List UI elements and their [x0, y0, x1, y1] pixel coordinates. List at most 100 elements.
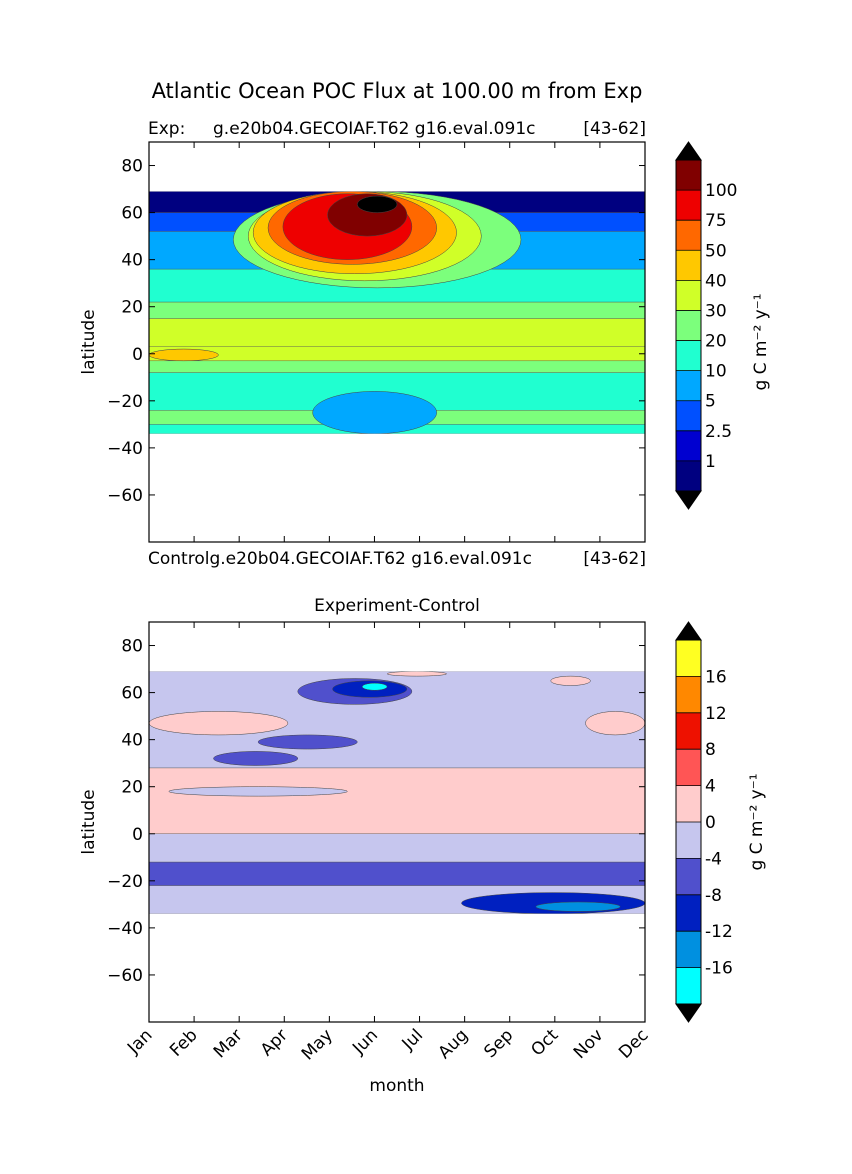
bottom-xtick-label: Aug	[435, 1025, 473, 1063]
top-colorbar-segment	[676, 460, 701, 491]
bottom-ytick-label: 0	[132, 825, 143, 845]
bottom-band-2	[148, 833, 646, 863]
bottom-ytick-label: −20	[107, 872, 143, 892]
bottom-colorbar-segment	[676, 749, 701, 786]
top-feature-equatorial-high	[148, 348, 219, 362]
top-title-center: g.e20b04.GECOIAF.T62 g16.eval.091c	[213, 119, 535, 139]
bottom-ytick-label: 60	[121, 684, 143, 704]
top-band-3	[148, 360, 646, 373]
bottom-ytick-label: 40	[121, 731, 143, 751]
top-colorbar-segment	[676, 190, 701, 221]
bottom-mask-south	[149, 913, 645, 1022]
bottom-colorbar-extend-max	[675, 621, 702, 641]
top-mask-north	[149, 142, 645, 192]
bottom-colorbar-segment	[676, 822, 701, 859]
bottom-colorbar-level-label: 16	[705, 667, 727, 687]
bottom-colorbar: -16 -12 -8 -4 0 4 8 12 16	[675, 621, 733, 1023]
bottom-colorbar-level-label: 8	[705, 740, 716, 760]
bottom-xtick-label: Jan	[123, 1025, 156, 1058]
top-colorbar-segment	[676, 370, 701, 401]
bottom-colorbar-level-label: 4	[705, 777, 716, 797]
top-ytick-label: 0	[132, 345, 143, 365]
top-band-6	[148, 301, 646, 319]
bottom-feature-northeast-pos	[550, 675, 591, 686]
bottom-xtick-label: Jun	[348, 1025, 382, 1059]
top-colorbar-level-label: 50	[705, 241, 727, 261]
top-ytick-label: −60	[107, 486, 143, 506]
top-colorbar-level-label: 40	[705, 271, 727, 291]
bottom-mask-north	[149, 622, 645, 672]
top-colorbar-level-label: 1	[705, 452, 716, 472]
top-mask-south	[149, 433, 645, 542]
bottom-plot-frame	[148, 621, 646, 1023]
top-colorbar-level-label: 10	[705, 362, 727, 382]
bottom-colorbar-segment	[676, 931, 701, 968]
bottom-y-axis-label: latitude	[79, 789, 99, 854]
bottom-feature-polar-pos	[386, 671, 447, 677]
top-colorbar-level-label: 20	[705, 332, 727, 352]
top-colorbar-level-label: 100	[705, 181, 737, 201]
top-colorbar-extend-max	[675, 141, 702, 161]
bottom-feature-mid-neg-1	[213, 751, 299, 766]
bottom-feature-south-deep	[535, 901, 621, 912]
top-colorbar-segment	[676, 250, 701, 281]
bottom-control-label: Controlg.e20b04.GECOIAF.T62 g16.eval.091…	[148, 549, 532, 569]
top-colorbar-level-label: 30	[705, 301, 727, 321]
top-plot-frame	[148, 141, 646, 543]
bottom-colorbar-segment	[676, 676, 701, 713]
bottom-colorbar-level-label: -16	[705, 959, 733, 979]
bottom-colorbar-level-label: -4	[705, 849, 722, 869]
bottom-plot-area: 80 60 40 20 0 −20 −40 −60 Jan Feb Mar Apr May Jun Jul A…	[107, 621, 653, 1064]
bottom-colorbar-segment	[676, 785, 701, 822]
top-colorbar-frame	[675, 159, 702, 492]
top-ytick-label: 80	[121, 157, 143, 177]
bottom-colorbar-label: g C m⁻² y⁻¹	[747, 773, 767, 870]
bottom-feature-mid-neg-2	[257, 734, 358, 750]
top-panel: Exp: g.e20b04.GECOIAF.T62 g16.eval.091c …	[79, 119, 771, 543]
top-feature-southern-low	[312, 391, 437, 435]
top-title-left: Exp:	[148, 119, 185, 139]
bottom-colorbar-segment	[676, 967, 701, 1004]
top-feature-bloom-core	[357, 195, 398, 213]
bottom-ytick-label: −40	[107, 919, 143, 939]
bottom-colorbar-extend-min	[675, 1003, 702, 1023]
bottom-ytick-label: 20	[121, 778, 143, 798]
bottom-colorbar-level-label: 12	[705, 704, 727, 724]
bottom-xtick-label: Sep	[480, 1025, 517, 1062]
bottom-x-axis-label: month	[369, 1076, 424, 1096]
top-colorbar-level-label: 2.5	[705, 422, 732, 442]
bottom-band-1	[148, 861, 646, 886]
top-ytick-label: 40	[121, 251, 143, 271]
top-colorbar-segment	[676, 280, 701, 311]
bottom-colorbar-segment	[676, 640, 701, 677]
top-ytick-label: −20	[107, 392, 143, 412]
bottom-feature-east-pos	[585, 711, 646, 736]
bottom-xtick-label: Feb	[166, 1025, 201, 1060]
top-colorbar-level-label: 5	[705, 392, 716, 412]
top-colorbar-segment	[676, 430, 701, 461]
bottom-control-period: [43-62]	[583, 549, 646, 569]
top-colorbar-segment	[676, 220, 701, 251]
top-band-4	[148, 346, 646, 362]
top-plot-area: 80 60 40 20 0 −20 −40 −60	[107, 141, 646, 543]
top-colorbar-segment	[676, 400, 701, 431]
top-colorbar-segment	[676, 310, 701, 341]
bottom-panel: Controlg.e20b04.GECOIAF.T62 g16.eval.091…	[79, 549, 767, 1096]
bottom-feature-north-core	[362, 682, 388, 691]
top-colorbar: 1 2.5 5 10 20 30 40 50 75 100	[675, 141, 737, 510]
top-band-5	[148, 318, 646, 347]
bottom-ytick-label: 80	[121, 637, 143, 657]
bottom-colorbar-segment	[676, 858, 701, 895]
bottom-xtick-label: Mar	[210, 1025, 247, 1062]
top-colorbar-segment	[676, 340, 701, 371]
bottom-band-3	[148, 767, 646, 834]
bottom-xtick-label: Oct	[527, 1025, 562, 1060]
top-ytick-label: 60	[121, 204, 143, 224]
bottom-xtick-label: Apr	[257, 1025, 292, 1060]
figure-title: Atlantic Ocean POC Flux at 100.00 m from…	[152, 79, 643, 103]
top-colorbar-segment	[676, 160, 701, 191]
bottom-colorbar-level-label: -12	[705, 922, 733, 942]
bottom-xtick-label: May	[298, 1025, 337, 1064]
bottom-colorbar-level-label: -8	[705, 886, 722, 906]
bottom-colorbar-level-label: 0	[705, 813, 716, 833]
